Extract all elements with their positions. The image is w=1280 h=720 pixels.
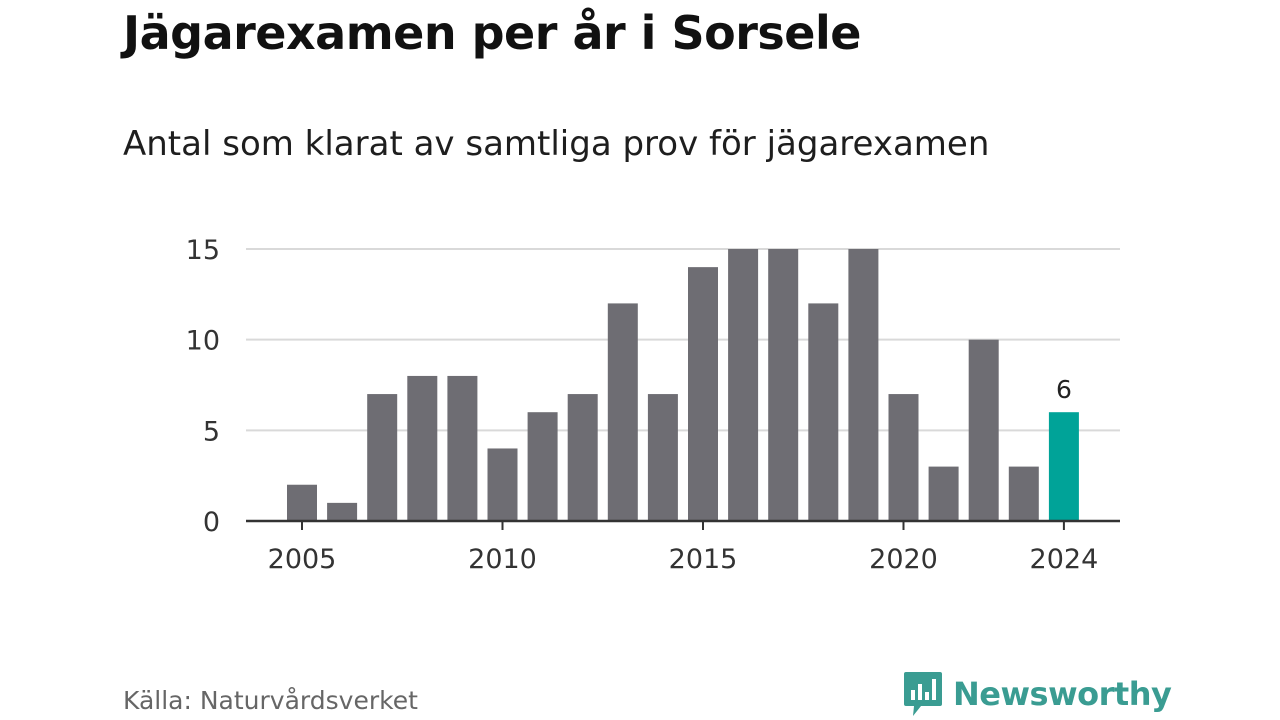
bar	[888, 394, 919, 521]
chart-subtitle: Antal som klarat av samtliga prov för jä…	[123, 124, 990, 164]
bar	[367, 394, 398, 521]
brand: Newsworthy	[903, 670, 1172, 718]
x-tick-label: 2015	[669, 544, 738, 575]
bar	[407, 375, 438, 521]
bar	[447, 375, 478, 521]
newsworthy-logo-icon	[904, 672, 942, 716]
brand-name: Newsworthy	[953, 675, 1172, 713]
bar	[728, 249, 759, 521]
y-tick-label: 5	[203, 416, 220, 447]
bar-highlight	[1048, 412, 1079, 521]
y-tick-label: 0	[203, 507, 220, 538]
bar	[527, 412, 558, 521]
bar	[287, 484, 317, 521]
bar	[808, 303, 839, 521]
bar	[567, 394, 598, 521]
bar	[848, 249, 879, 521]
bar	[607, 303, 638, 521]
bar	[688, 267, 718, 521]
y-tick-label: 15	[186, 235, 220, 266]
y-tick-label: 10	[186, 326, 220, 357]
x-tick-label: 2024	[1030, 544, 1099, 575]
bar	[487, 448, 518, 521]
chart-title: Jägarexamen per år i Sorsele	[123, 6, 861, 60]
source-note: Källa: Naturvårdsverket	[123, 686, 418, 715]
bar	[647, 394, 678, 521]
x-tick-label: 2005	[268, 544, 337, 575]
bar	[327, 502, 358, 521]
x-tick-label: 2020	[869, 544, 938, 575]
bar	[768, 249, 799, 521]
data-label: 6	[1056, 375, 1072, 404]
x-tick-label: 2010	[468, 544, 537, 575]
bar	[968, 339, 999, 521]
bar	[928, 466, 959, 521]
bar	[1008, 466, 1039, 521]
